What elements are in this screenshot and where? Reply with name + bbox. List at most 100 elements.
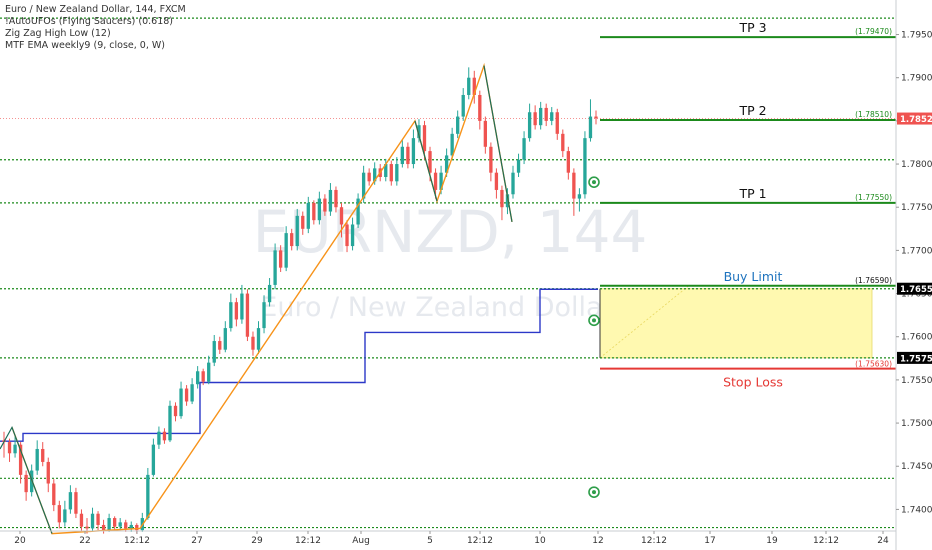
candle-body <box>74 492 78 514</box>
price-tag-bg <box>897 351 932 364</box>
candle-body <box>284 233 288 268</box>
legend-title: Euro / New Zealand Dollar, 144, FXCM <box>5 4 186 15</box>
candle-body <box>522 138 526 160</box>
x-tick-label: 12:12 <box>124 536 150 546</box>
x-tick-label: 12:12 <box>641 536 667 546</box>
y-tick-label: 1.77500 <box>901 203 932 213</box>
candle-body <box>112 518 117 527</box>
candle-body <box>472 77 476 95</box>
price-tag-label: 1.75755 <box>900 354 932 364</box>
candle-body <box>323 198 327 212</box>
y-tick-label: 1.77000 <box>901 246 932 256</box>
candle-body <box>395 164 399 182</box>
candle-body <box>229 302 233 329</box>
x-tick-label: Aug <box>352 536 370 546</box>
candle-body <box>317 198 322 221</box>
candle-body <box>85 526 89 529</box>
candle-body <box>13 444 17 454</box>
price-tag-bg <box>897 282 932 295</box>
tp-3-value: (1.79470) <box>855 27 892 36</box>
candle-body <box>46 461 50 484</box>
candle-body <box>505 194 510 208</box>
candle-body <box>146 474 150 519</box>
candle-body <box>411 138 416 165</box>
x-tick-label: 20 <box>14 536 26 546</box>
candle-body <box>190 384 194 402</box>
candle-body <box>483 120 488 147</box>
candle-body <box>301 215 305 229</box>
stop-loss-value: (1.75630) <box>855 360 892 369</box>
candle-body <box>555 112 559 134</box>
candle-body <box>334 189 338 208</box>
candle-body <box>367 172 371 182</box>
candle-body <box>511 172 515 195</box>
candle-body <box>207 362 211 382</box>
candle-body <box>328 189 333 212</box>
candle-body <box>494 172 499 190</box>
candle-body <box>439 172 443 190</box>
watermark-name: Euro / New Zealand Dollar <box>260 292 614 323</box>
y-tick-label: 1.74500 <box>901 462 932 472</box>
candle-body <box>450 133 454 156</box>
buy-limit-value: (1.76590) <box>855 276 892 285</box>
candle-body <box>433 172 438 190</box>
price-tag-label: 1.78527 <box>900 115 932 125</box>
candle-body <box>544 107 548 121</box>
candle-body <box>273 250 277 285</box>
candle-body <box>234 302 239 320</box>
buy-limit-label: Buy Limit <box>724 269 783 284</box>
candle-body <box>96 513 100 525</box>
x-tick-label: 12:12 <box>295 536 321 546</box>
candle-body <box>168 405 172 441</box>
legend-indicator-mtf-ema: MTF EMA weekly9 (9, close, 0, W) <box>5 40 165 51</box>
candle-body <box>406 146 410 165</box>
y-tick-label: 1.76000 <box>901 333 932 343</box>
candle-body <box>489 146 493 173</box>
candle-body <box>561 133 565 152</box>
tp-1-label: TP 1 <box>738 186 766 201</box>
x-tick-label: 5 <box>427 536 433 546</box>
candle-body <box>57 505 61 523</box>
ufo-marker-dot-2 <box>592 490 596 495</box>
y-tick-label: 1.79000 <box>901 74 932 84</box>
candle-body <box>533 112 537 126</box>
candle-body <box>350 224 355 247</box>
ufo-marker-dot-0 <box>592 180 596 185</box>
candle-body <box>345 224 349 247</box>
candle-body <box>566 151 570 173</box>
candle-body <box>52 483 56 506</box>
candle-body <box>157 431 161 445</box>
candle-body <box>588 116 593 139</box>
candle-body <box>594 116 598 119</box>
candle-body <box>218 341 222 350</box>
candle-body <box>444 155 449 173</box>
tp-2-value: (1.78510) <box>855 110 892 119</box>
candle-body <box>24 474 28 493</box>
candle-body <box>583 138 587 195</box>
buy-zone <box>599 288 873 359</box>
candle-body <box>173 405 178 417</box>
candle-body <box>68 492 73 510</box>
candle-body <box>527 112 532 139</box>
candle-body <box>539 107 543 126</box>
candle-body <box>339 207 344 225</box>
tp-2-label: TP 2 <box>738 103 766 118</box>
candle-body <box>129 524 133 529</box>
x-tick-label: 29 <box>251 536 263 546</box>
candle-body <box>195 371 200 385</box>
candle-body <box>456 116 460 134</box>
legend-indicator-autoufos: !AutoUFOs (Flying Saucers) (0.618) <box>5 16 174 27</box>
chart-legend: Euro / New Zealand Dollar, 144, FXCM !Au… <box>5 4 186 52</box>
tp-1-value: (1.77550) <box>855 193 892 202</box>
candle-body <box>184 388 189 402</box>
candle-body <box>107 518 111 531</box>
candle-body <box>118 522 122 527</box>
candle-body <box>256 328 261 350</box>
candle-body <box>151 444 156 475</box>
buy-zone-diagonal <box>599 284 691 359</box>
candle-body <box>306 202 310 229</box>
candle-body <box>63 509 67 523</box>
candle-body <box>478 94 482 121</box>
